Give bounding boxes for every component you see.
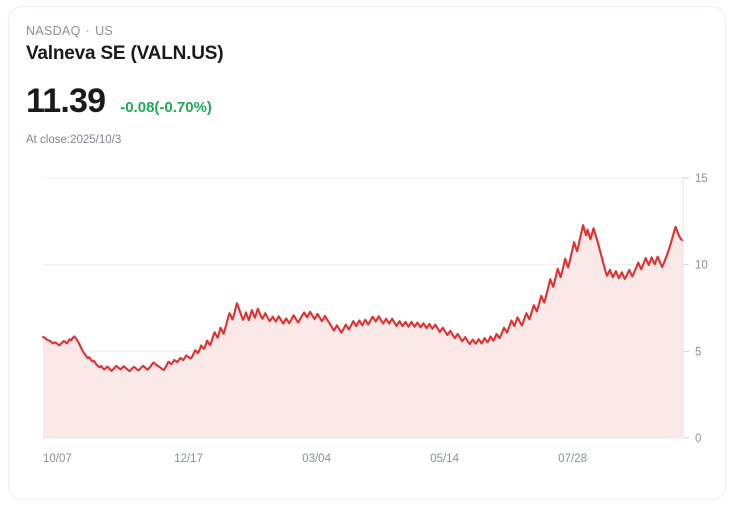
exchange-label: NASDAQ xyxy=(26,24,81,38)
chart-gridlines xyxy=(43,177,689,439)
x-axis-label: 10/07 xyxy=(43,453,72,465)
chart-area-fill xyxy=(43,225,683,438)
y-axis-label: 10 xyxy=(695,260,708,272)
page-title: Valneva SE (VALN.US) xyxy=(26,43,224,64)
price-row: 11.39 -0.08(-0.70%) xyxy=(26,82,626,120)
y-axis-label: 0 xyxy=(695,433,701,445)
market-status-note: At close:2025/10/3 xyxy=(26,134,122,146)
chart-line xyxy=(41,224,685,373)
chart-x-axis-labels: 10/07 12/17 03/04 05/14 07/28 xyxy=(43,453,587,465)
exchange-region-line: NASDAQ · US xyxy=(26,23,626,39)
price-change: -0.08(-0.70%) xyxy=(120,99,212,116)
quote-card: NASDAQ · US Valneva SE (VALN.US) 11.39 -0.… xyxy=(8,6,726,500)
quote-header: NASDAQ · US Valneva SE (VALN.US) 11.39 -0.… xyxy=(26,23,626,148)
region-label: US xyxy=(95,24,114,38)
y-axis-label: 15 xyxy=(695,173,708,185)
separator-dot: · xyxy=(85,24,91,38)
x-axis-label: 07/28 xyxy=(558,453,587,465)
x-axis-label: 12/17 xyxy=(174,453,203,465)
chart-y-axis-labels: 15 10 5 0 xyxy=(695,173,708,445)
y-axis-label: 5 xyxy=(695,346,701,358)
x-axis-label: 05/14 xyxy=(430,453,459,465)
x-axis-label: 03/04 xyxy=(302,453,331,465)
current-price: 11.39 xyxy=(26,82,106,120)
